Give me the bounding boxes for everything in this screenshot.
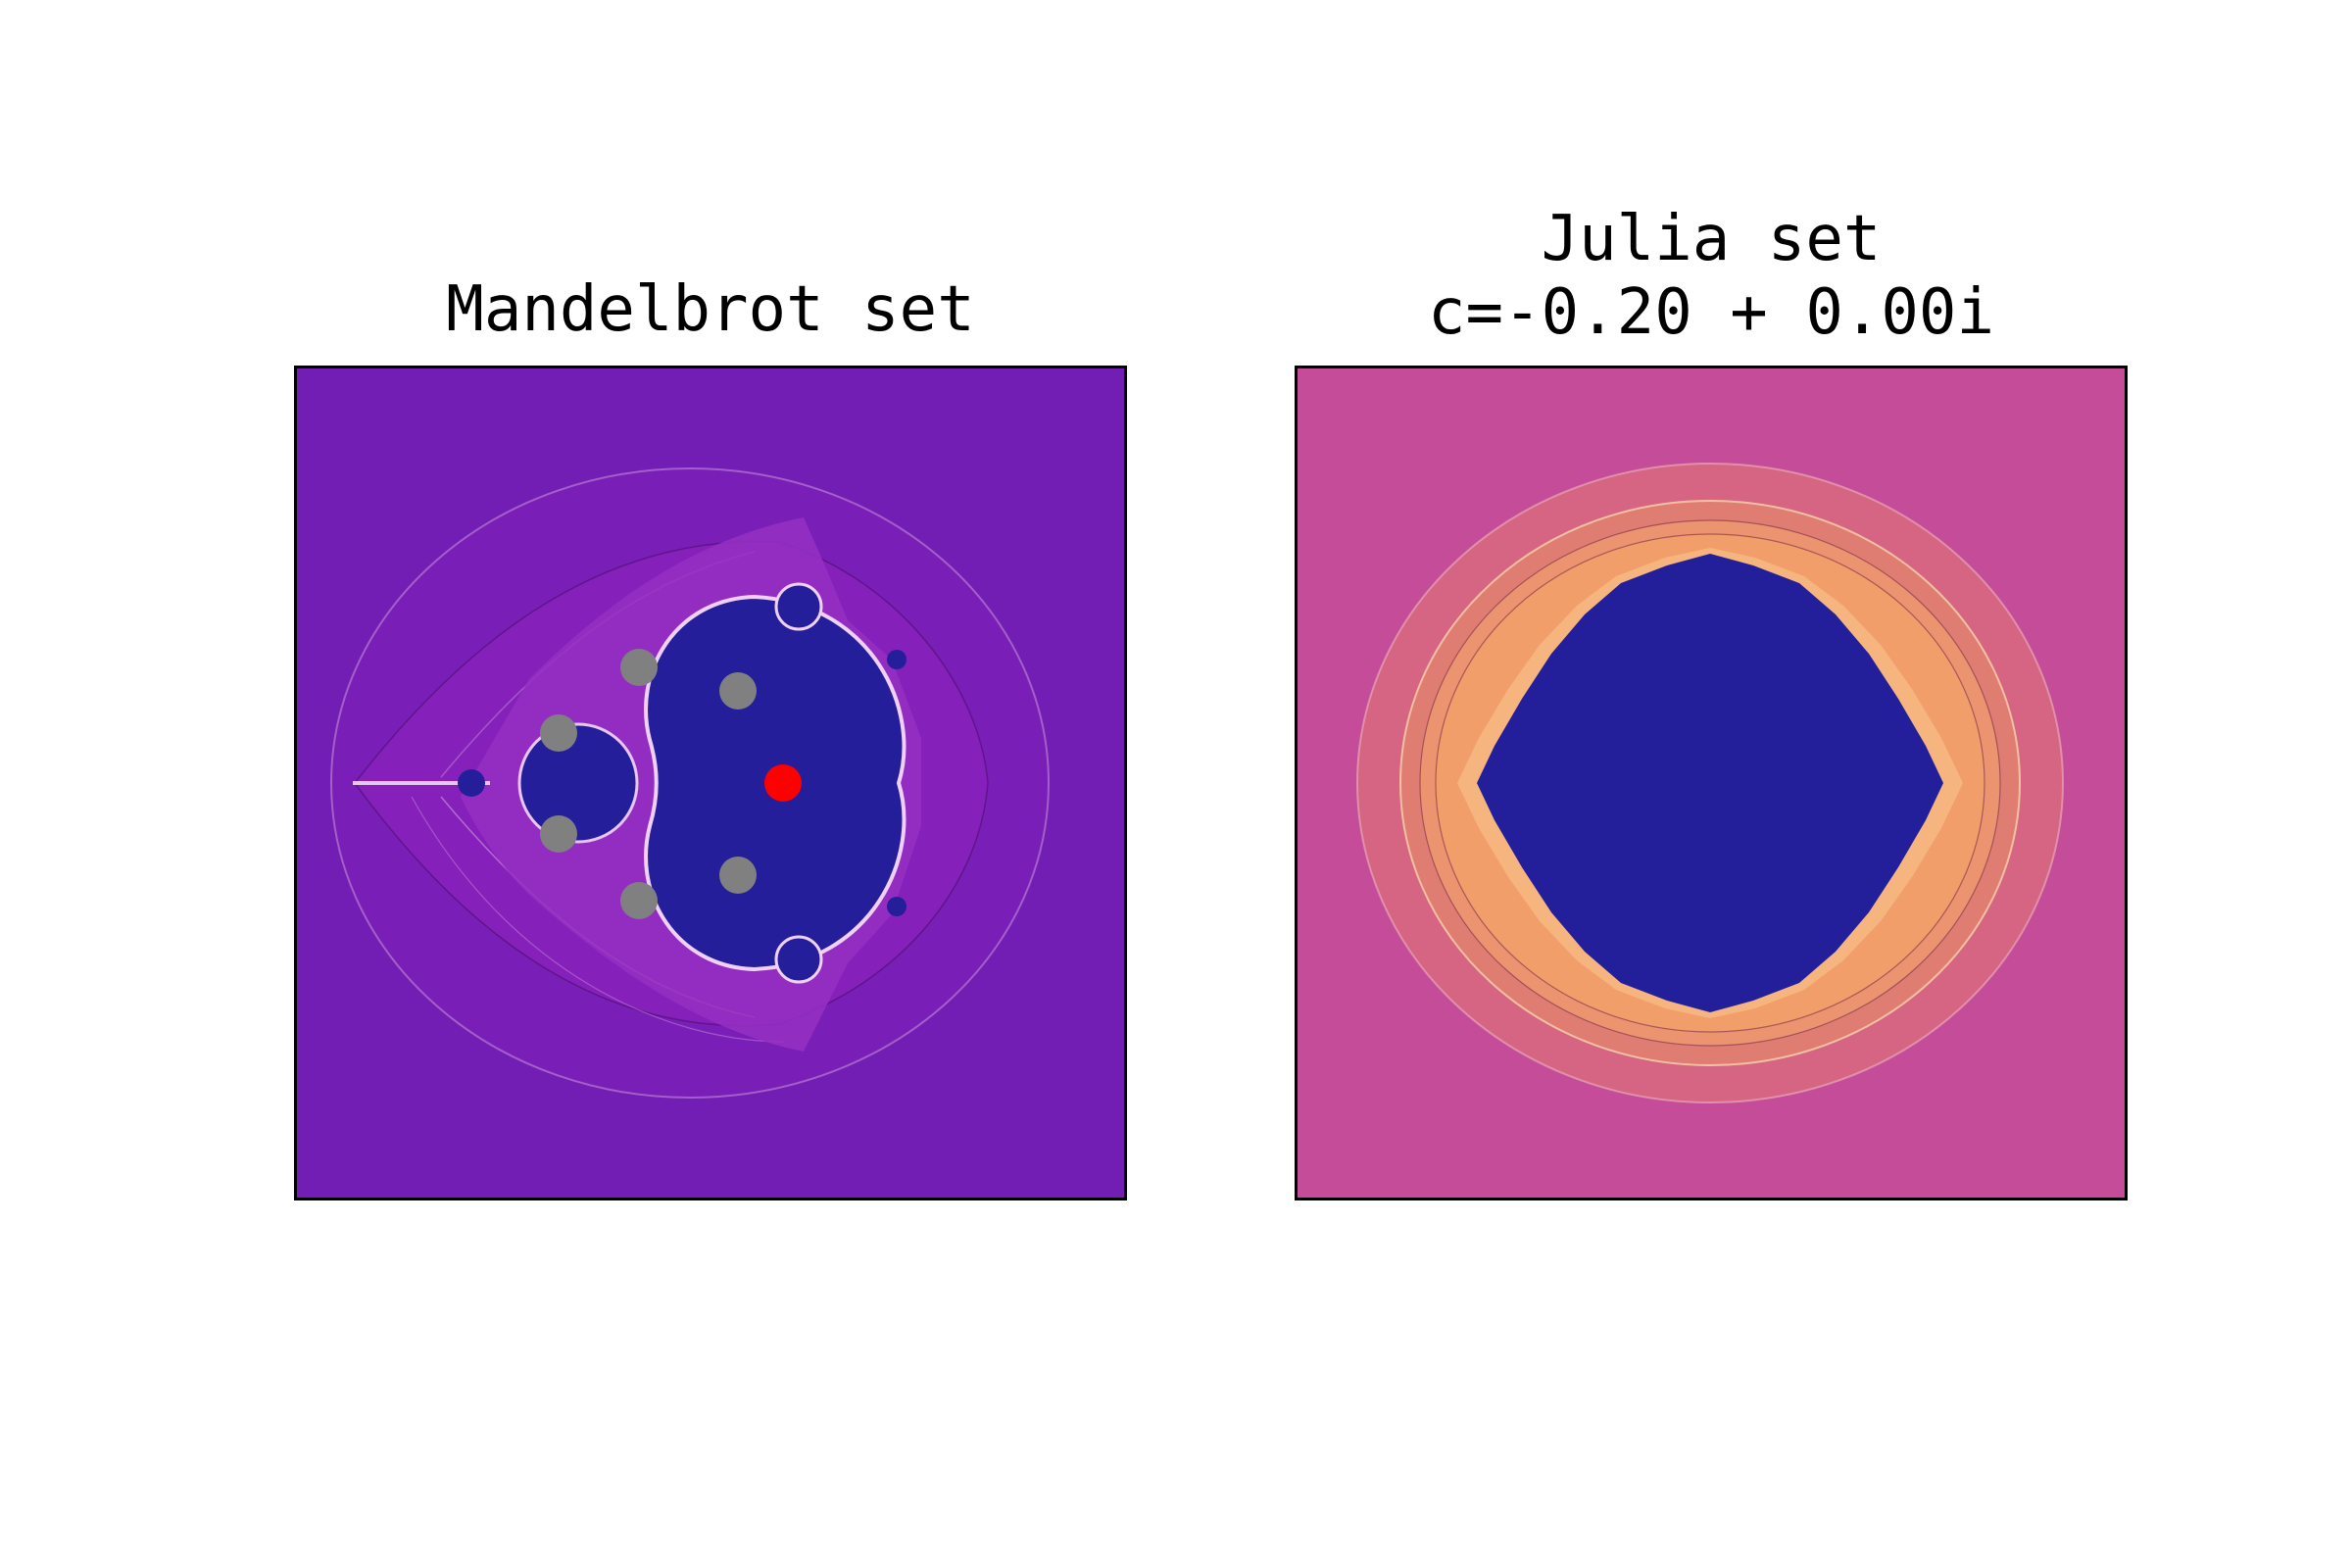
julia-parameter-label: c=-0.20 + 0.00i bbox=[1428, 276, 1994, 349]
mandelbrot-title: Mandelbrot set bbox=[446, 273, 975, 346]
minibulb-upper-right bbox=[887, 650, 906, 669]
escape-halo-outline bbox=[330, 467, 1050, 1099]
julia-filled-set bbox=[1477, 554, 1943, 1012]
julia-title: Julia set bbox=[1541, 203, 1882, 275]
mandelbrot-frame bbox=[294, 366, 1127, 1200]
mandelbrot-plot[interactable] bbox=[294, 366, 1127, 1200]
minibulb-left bbox=[458, 769, 485, 797]
minibulb-lower-right bbox=[887, 897, 906, 916]
marker-point bbox=[620, 649, 658, 686]
bottom-bulb bbox=[774, 935, 823, 984]
selected-c-marker bbox=[764, 764, 802, 802]
julia-plot[interactable] bbox=[1295, 366, 2128, 1200]
marker-point bbox=[719, 857, 757, 894]
marker-point bbox=[540, 815, 577, 853]
julia-frame bbox=[1295, 366, 2128, 1200]
marker-point bbox=[719, 672, 757, 710]
marker-point bbox=[620, 882, 658, 919]
period2-bulb bbox=[517, 722, 639, 844]
top-bulb bbox=[774, 582, 823, 631]
marker-point bbox=[540, 714, 577, 752]
